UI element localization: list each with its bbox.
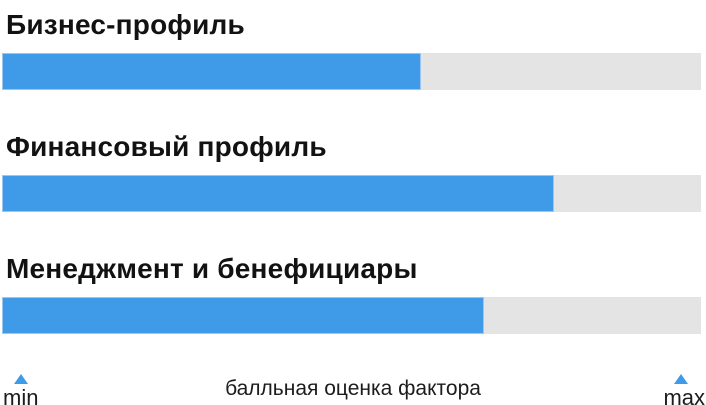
scale-min-label: min (3, 385, 39, 405)
factor-title-financial: Финансовый профиль (6, 131, 327, 162)
score-bar-management (2, 297, 485, 334)
scale-max-label: max (663, 385, 705, 405)
score-track-business (2, 53, 701, 90)
max-arrow-icon (674, 374, 688, 384)
score-bar-financial (2, 175, 555, 212)
score-bar-business (2, 53, 422, 90)
scale-max-marker: max (663, 374, 705, 405)
factor-row-management: Менеджмент и бенефициары (0, 252, 706, 334)
min-arrow-icon (14, 374, 28, 384)
scale-footer: min балльная оценка фактора max (0, 374, 706, 405)
factor-title-management: Менеджмент и бенефициары (6, 253, 418, 284)
factor-row-financial: Финансовый профиль (0, 130, 706, 212)
axis-label: балльная оценка фактора (225, 377, 481, 400)
score-track-management (2, 297, 701, 334)
score-track-financial (2, 175, 701, 212)
factor-title-business: Бизнес-профиль (6, 9, 245, 40)
factor-row-business: Бизнес-профиль (0, 8, 706, 90)
scale-min-marker: min (3, 374, 38, 405)
